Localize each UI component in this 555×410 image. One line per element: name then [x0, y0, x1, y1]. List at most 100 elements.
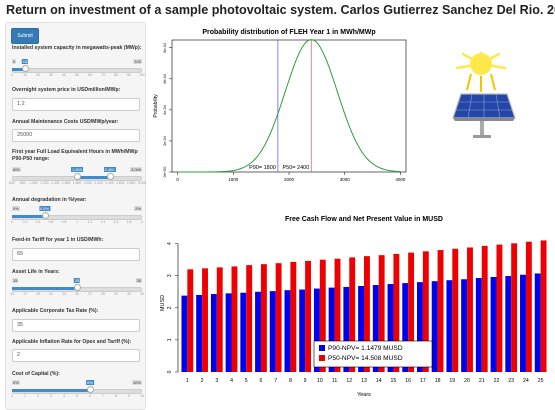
p50-bar [202, 268, 208, 372]
slider-tick-label: 0.2 [22, 220, 28, 224]
degradation-slider[interactable]: 0% 2% 0.5% 0 0.2 0.4 0.6 0.8 1 1.2 1.4 1.6 1.8 2 [11, 206, 143, 226]
chart-title: Probability distribution of FLEH Year 1 … [202, 29, 375, 36]
p90-bar [328, 287, 335, 372]
percentile-label: P90= 1800 [249, 165, 276, 171]
slider-tick-label: 0.8 [61, 220, 67, 224]
slider-tick-label: 3,000 [137, 181, 147, 185]
x-tick-label: 0 [176, 177, 179, 182]
p90-bar [313, 288, 320, 372]
slider-tick-label: 2,800 [126, 181, 136, 185]
p90-bar [446, 280, 453, 372]
y-tick-label: 2e-04 [163, 136, 167, 146]
slider-handle[interactable] [41, 212, 49, 219]
slider-tick-label: 33 [127, 292, 131, 296]
slider-tick-label: 1,000 [29, 181, 38, 185]
p50-bar [467, 247, 473, 372]
x-axis-label: Years [357, 392, 371, 398]
x-tick-label: 8 [289, 378, 292, 384]
slider-fill [12, 68, 25, 71]
fleh-probability-chart: Probability distribution of FLEH Year 1 … [153, 29, 407, 182]
capacity-slider[interactable]: 0 100 10 0 10 20 30 40 50 60 70 80 90 100 [11, 59, 145, 79]
legend-swatch [319, 345, 325, 351]
x-tick-label: 22 [494, 378, 500, 384]
slider-min-label: 0% [12, 380, 20, 385]
x-tick-label: 1000 [228, 177, 239, 182]
inflation-label: Applicable Inflation Rate for Opex and T… [12, 339, 132, 345]
slider-handle[interactable] [22, 65, 29, 72]
slider-tick-label: 19 [36, 292, 40, 296]
p50-bar [319, 259, 326, 372]
submit-button[interactable]: Submit [11, 28, 39, 44]
slider-min-label: 0 [12, 59, 17, 64]
slider-tick-label: 60 [88, 73, 92, 77]
chart-legend: P90-NPV= 1.1479 MUSD P50-NPV= 14.508 MUSD [313, 340, 433, 368]
slider-tick-label: 2 [37, 394, 39, 398]
p50-bar [349, 257, 356, 372]
price-input[interactable]: 1.2 [12, 98, 140, 111]
p90-bar [299, 289, 306, 372]
x-tick-label: 4 [230, 378, 233, 384]
slider-tick-label: 1,600 [61, 181, 71, 185]
p90-bar [372, 285, 379, 372]
slider-value-label: 10 [21, 59, 29, 64]
slider-tick-label: 7 [102, 394, 104, 398]
slider-low-value-label: 1,800 [70, 167, 84, 172]
slider-max-label: 10% [131, 380, 142, 385]
p50-bar [408, 252, 415, 372]
slider-tick-label: 1.8 [126, 220, 132, 224]
capital-slider[interactable]: 0% 10% 6% 0 1 2 3 4 5 6 7 8 9 10 [11, 380, 144, 400]
maintenance-input[interactable]: 25000 [12, 129, 140, 142]
p90-bar [284, 290, 291, 372]
x-tick-label: 7 [274, 378, 277, 384]
asset-life-slider[interactable]: 15 35 25 15 17 19 21 23 25 27 29 31 33 35 [10, 278, 144, 298]
tax-input[interactable]: 35 [12, 319, 140, 332]
p90-bar [181, 295, 188, 372]
p50-bar [216, 267, 223, 372]
slider-low-handle[interactable] [74, 173, 81, 180]
capacity-label: Installed system capacity in megawatts-p… [12, 45, 142, 51]
slider-tick-label: 50 [75, 73, 79, 77]
fleh-range-slider[interactable]: 600 3,000 1,800 2,400 600 800 1,000 1,200 1,400 1… [9, 167, 146, 187]
slider-tick-label: 0 [11, 220, 13, 224]
p50-bar [378, 255, 385, 372]
slider-tick-label: 1.4 [100, 220, 106, 224]
slider-tick-label: 31 [114, 292, 118, 296]
x-tick-label: 24 [523, 378, 529, 384]
p50-bar [525, 241, 532, 372]
x-tick-label: 13 [361, 378, 367, 384]
slider-tick-label: 0.4 [35, 220, 41, 224]
slider-handle[interactable] [74, 284, 81, 291]
slider-tick-label: 1,400 [51, 181, 60, 185]
slider-tick-label: 25 [75, 292, 79, 296]
tariff-label: Feed-in Tariff for year 1 in USD/MWh: [12, 237, 104, 243]
fleh-label: First year Full Load Equivalent Hours in… [12, 149, 138, 162]
tariff-input[interactable]: 65 [12, 248, 140, 261]
slider-ticks: 0 10 20 30 40 50 60 70 80 90 100 [11, 73, 145, 79]
x-tick-label: 23 [508, 378, 514, 384]
x-tick-label: 20 [464, 378, 470, 384]
y-tick-label: 6e-04 [163, 74, 167, 84]
slider-fill [12, 389, 90, 392]
p50-bar [452, 248, 459, 372]
p90-bar [240, 292, 247, 372]
slider-ticks: 0 0.2 0.4 0.6 0.8 1 1.2 1.4 1.6 1.8 2 [11, 220, 143, 226]
y-tick-label: 4e-04 [163, 105, 167, 115]
y-tick-label: 3 [167, 274, 173, 277]
slider-ticks: 0 1 2 3 4 5 6 7 8 9 10 [11, 394, 144, 400]
slider-tick-label: 90 [127, 73, 131, 77]
y-tick-label: 2 [167, 306, 173, 309]
y-tick-label: 0 [167, 370, 173, 373]
slider-tick-label: 2,400 [105, 181, 114, 185]
slider-ticks: 15 17 19 21 23 25 27 29 31 33 35 [10, 292, 144, 298]
slider-tick-label: 30 [49, 73, 53, 77]
p50-bar [364, 256, 370, 372]
slider-value-label: 0.5% [38, 206, 51, 211]
slider-handle[interactable] [87, 386, 94, 393]
slider-high-handle[interactable] [106, 173, 114, 180]
slider-tick-label: 2 [141, 220, 143, 224]
slider-tick-label: 29 [101, 292, 105, 296]
slider-tick-label: 1,800 [72, 181, 82, 185]
inflation-input[interactable]: 2 [12, 349, 140, 362]
legend-label: P50-NPV= 14.508 MUSD [328, 355, 403, 362]
p90-bar [416, 282, 423, 372]
